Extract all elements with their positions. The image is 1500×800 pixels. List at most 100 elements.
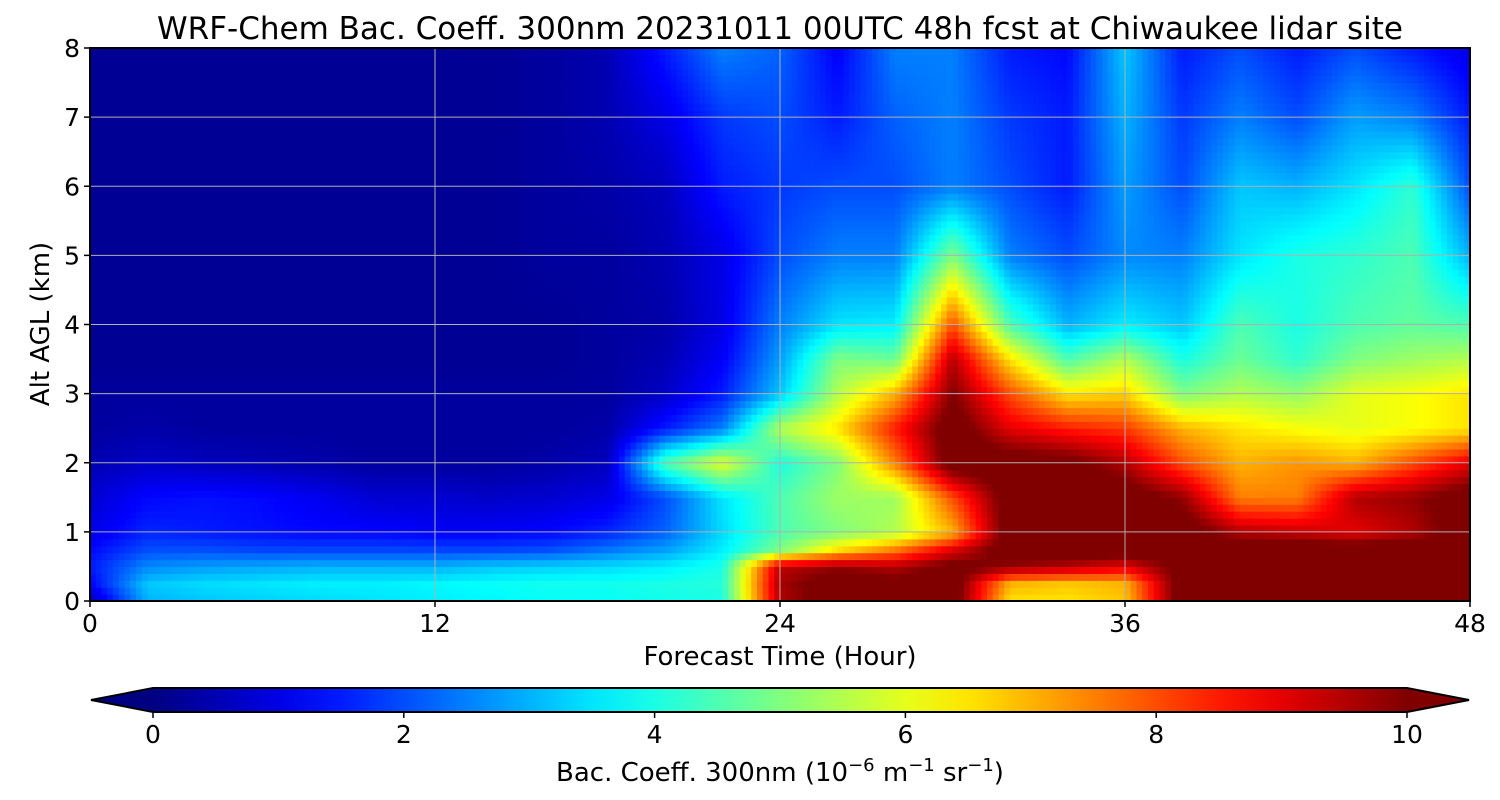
heatmap-cell: [1044, 455, 1051, 464]
heatmap-cell: [705, 469, 712, 478]
heatmap-cell: [952, 476, 959, 485]
heatmap-cell: [739, 483, 747, 491]
heatmap-cell: [601, 545, 609, 554]
heatmap-cell: [1119, 497, 1126, 505]
heatmap-cell: [768, 552, 775, 561]
heatmap-cell: [722, 594, 729, 601]
heatmap-cell: [440, 462, 448, 471]
heatmap-cell: [619, 455, 626, 464]
heatmap-cell: [187, 518, 195, 526]
heatmap-cell: [521, 490, 528, 498]
heatmap-cell: [1021, 573, 1028, 581]
heatmap-cell: [1429, 580, 1437, 588]
heatmap-cell: [136, 573, 143, 581]
heatmap-cell: [170, 552, 177, 561]
heatmap-cell: [1182, 504, 1189, 512]
heatmap-cell: [308, 490, 315, 498]
heatmap-cell: [1056, 483, 1063, 491]
heatmap-cell: [406, 566, 413, 574]
heatmap-cell: [371, 497, 379, 505]
heatmap-cell: [762, 573, 770, 581]
heatmap-cell: [895, 518, 902, 526]
heatmap-cell: [1395, 566, 1402, 574]
heatmap-cell: [1366, 552, 1373, 561]
heatmap-cell: [360, 573, 367, 581]
heatmap-cell: [1441, 469, 1448, 478]
heatmap-cell: [469, 594, 476, 601]
heatmap-cell: [929, 573, 936, 581]
heatmap-cell: [527, 504, 534, 512]
heatmap-cell: [1222, 545, 1230, 554]
heatmap-cell: [136, 580, 143, 588]
heatmap-cell: [101, 524, 108, 533]
heatmap-cell: [538, 524, 545, 533]
heatmap-cell: [998, 462, 1005, 471]
heatmap-cell: [734, 545, 741, 554]
heatmap-cell: [780, 524, 787, 533]
heatmap-cell: [1194, 594, 1201, 601]
heatmap-cell: [1429, 538, 1437, 547]
heatmap-cell: [992, 511, 1000, 519]
heatmap-cell: [1429, 524, 1437, 533]
heatmap-cell: [1337, 462, 1345, 471]
heatmap-cell: [1027, 552, 1034, 561]
heatmap-cell: [900, 490, 908, 498]
heatmap-cell: [1102, 580, 1109, 588]
heatmap-cell: [406, 476, 413, 485]
heatmap-cell: [676, 483, 683, 491]
heatmap-cell: [665, 538, 672, 547]
heatmap-cell: [331, 531, 338, 540]
heatmap-cell: [527, 538, 534, 547]
heatmap-cell: [555, 566, 563, 574]
heatmap-cell: [314, 483, 321, 491]
heatmap-cell: [504, 490, 511, 498]
heatmap-cell: [659, 490, 666, 498]
heatmap-cell: [998, 497, 1005, 505]
heatmap-cell: [1222, 573, 1230, 581]
heatmap-cell: [1130, 538, 1138, 547]
heatmap-cell: [538, 490, 545, 498]
heatmap-cell: [1038, 504, 1046, 512]
heatmap-cell: [216, 580, 223, 588]
heatmap-cell: [969, 476, 977, 485]
heatmap-cell: [1217, 545, 1224, 554]
heatmap-cell: [826, 483, 833, 491]
heatmap-cell: [475, 545, 482, 554]
heatmap-cell: [998, 559, 1005, 568]
heatmap-cell: [1349, 538, 1356, 547]
heatmap-cell: [734, 552, 741, 561]
heatmap-cell: [1102, 483, 1109, 491]
heatmap-cell: [176, 559, 183, 568]
heatmap-cell: [682, 469, 689, 478]
heatmap-cell: [1228, 573, 1235, 581]
heatmap-cell: [1136, 511, 1143, 519]
heatmap-cell: [1268, 573, 1276, 581]
heatmap-cell: [1067, 476, 1074, 485]
heatmap-cell: [630, 545, 637, 554]
heatmap-cell: [452, 573, 459, 581]
heatmap-cell: [1067, 511, 1074, 519]
heatmap-cell: [803, 497, 810, 505]
heatmap-cell: [912, 476, 919, 485]
heatmap-cell: [210, 497, 218, 505]
heatmap-cell: [797, 587, 804, 595]
heatmap-cell: [153, 462, 160, 471]
heatmap-cell: [877, 531, 885, 540]
heatmap-cell: [584, 511, 591, 519]
heatmap-cell: [463, 524, 471, 533]
heatmap-cell: [113, 476, 120, 485]
heatmap-cell: [1142, 573, 1149, 581]
heatmap-cell: [331, 594, 338, 601]
heatmap-cell: [1240, 469, 1247, 478]
heatmap-cell: [377, 531, 384, 540]
heatmap-cell: [1033, 531, 1040, 540]
heatmap-cell: [118, 490, 126, 498]
heatmap-cell: [1297, 483, 1304, 491]
heatmap-cell: [1441, 531, 1448, 540]
heatmap-cell: [348, 587, 356, 595]
heatmap-cell: [1125, 504, 1132, 512]
heatmap-cell: [860, 455, 867, 464]
heatmap-cell: [176, 580, 183, 588]
heatmap-cell: [377, 566, 384, 574]
heatmap-cell: [1372, 469, 1379, 478]
